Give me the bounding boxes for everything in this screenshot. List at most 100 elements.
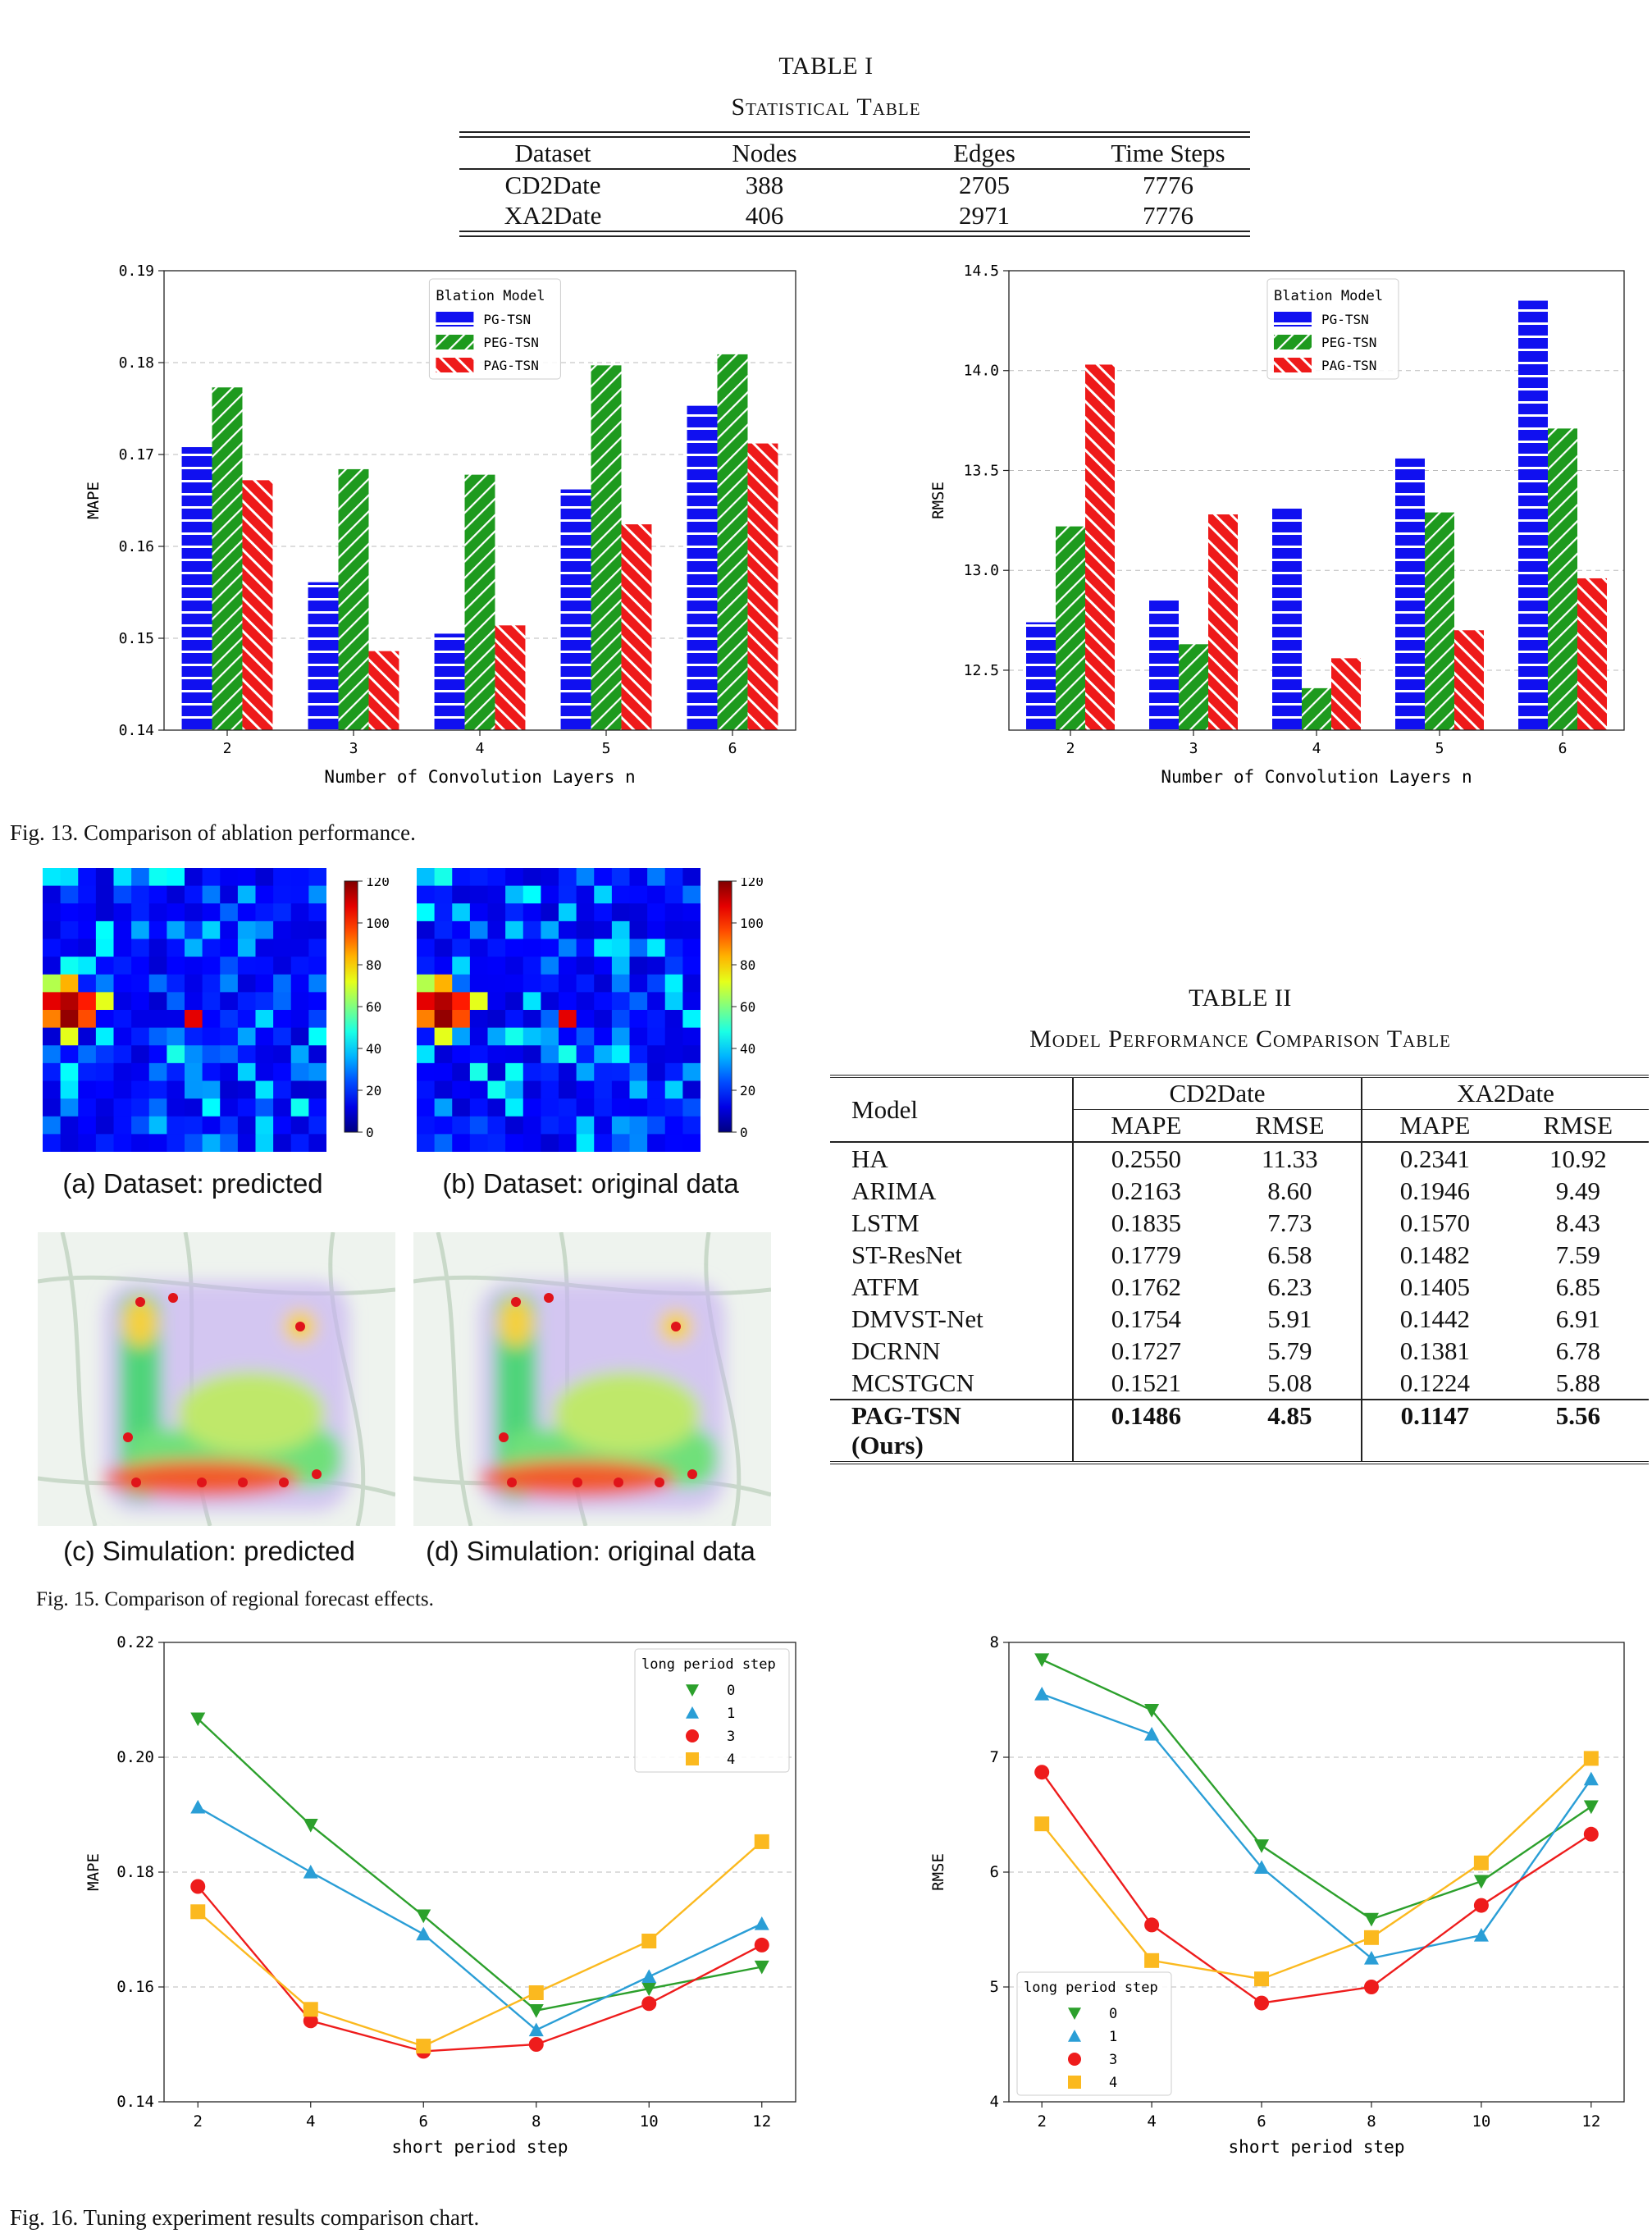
table2-sub-header: MAPE (1361, 1109, 1508, 1143)
legend-label: 0 (727, 1683, 735, 1699)
heatmap-cell (308, 992, 326, 1011)
heatmap-cell (594, 1027, 613, 1046)
marker-circle (1473, 1898, 1489, 1913)
heatmap-cell (559, 974, 577, 993)
heatmap-cell (541, 1080, 559, 1099)
heatmap-cell (290, 1062, 309, 1081)
heatmap-cell (682, 1010, 701, 1029)
heatmap-cell (202, 992, 221, 1011)
heatmap-cell (434, 1134, 453, 1152)
hotspot-dot (511, 1297, 521, 1307)
subcaption-c: (c) Simulation: predicted (63, 1536, 355, 1566)
heatmap-cell (469, 1116, 488, 1135)
heatmap-cell (148, 920, 167, 939)
series-line-1 (197, 1806, 763, 2031)
heatmap-cell (95, 1098, 114, 1117)
heatmap-cell (43, 903, 62, 922)
subcaption-b: (b) Dataset: original data (442, 1168, 739, 1199)
rmse-bar-chart: 12.5 13.0 13.5 14.0 14.5 2 3 4 5 6 Number of Convo… (929, 263, 1625, 786)
legend-box (1016, 1971, 1172, 2096)
table-cell: 6.78 (1555, 1336, 1600, 1365)
table2-sub-header: RMSE (1507, 1109, 1649, 1143)
table-cell: 6.23 (1218, 1271, 1362, 1303)
x-tick-label: 6 (1558, 740, 1568, 757)
heatmap-cell (434, 1116, 453, 1135)
heatmap-cell (487, 992, 506, 1011)
x-tick-label: 12 (752, 2112, 771, 2131)
colorbar-tick-label: 20 (366, 1083, 381, 1098)
heatmap-cell (308, 920, 326, 939)
x-tick-label: 4 (1312, 740, 1321, 757)
heatmap-cell (523, 1134, 541, 1152)
table-cell: 11.33 (1218, 1142, 1362, 1175)
heatmap-cell (594, 957, 613, 975)
heatmap-cell (434, 1062, 453, 1081)
heatmap-cell (505, 1027, 524, 1046)
table-cell: 0.1762 (1111, 1272, 1181, 1301)
heatmap-cell (308, 885, 326, 904)
colorbar-tick-label: 40 (366, 1041, 381, 1057)
heatmap-cell (505, 974, 524, 993)
table-cell: 5.56 (1507, 1399, 1649, 1463)
y-tick-label: 12.5 (964, 662, 999, 679)
heatmap-cell (185, 885, 203, 904)
heatmap-cell (505, 1080, 524, 1099)
colorbar-tick-label: 120 (366, 878, 390, 889)
table-row: ARIMA 0.2163 8.60 0.1946 9.49 (830, 1175, 1649, 1207)
heatmap-cell (290, 868, 309, 887)
colorbar-tick-label: 60 (740, 999, 755, 1015)
heatmap-cell (452, 1134, 471, 1152)
heatmap-cell (434, 868, 453, 887)
heatmap-cell (469, 1062, 488, 1081)
heatmap-cell (594, 868, 613, 887)
heatmap-cell (682, 1134, 701, 1152)
heatmap-cell (237, 868, 256, 887)
heatmap-cell (131, 1027, 150, 1046)
heatmap-cell (148, 1098, 167, 1117)
series-line-0 (197, 1718, 762, 2012)
heatmap-cell (594, 1045, 613, 1064)
heatmap-cell (202, 903, 221, 922)
heatmap-cell (559, 1080, 577, 1099)
y-tick-label: 8 (990, 1633, 999, 1651)
table2-model-header: Model (830, 1076, 1074, 1143)
heatmap-cell (148, 1134, 167, 1152)
heatmap-cell (43, 974, 62, 993)
heatmap-cell (576, 920, 595, 939)
heatmap-cell (131, 974, 150, 993)
heatmap-cell (255, 1098, 274, 1117)
heatmap-cell (487, 1116, 506, 1135)
heatmap-cell (255, 974, 274, 993)
marker-square (190, 1904, 206, 1920)
heatmap-cell (417, 1062, 436, 1081)
heatmap-cell (131, 868, 150, 887)
x-tick-label: 2 (194, 2112, 203, 2131)
heatmap-cell (629, 1010, 648, 1029)
heatmap-cell (167, 974, 185, 993)
heatmap-cell (487, 1098, 506, 1117)
legend-label: 4 (1109, 2075, 1117, 2091)
heatmap-cell (682, 868, 701, 887)
y-tick-label: 4 (990, 2093, 999, 2111)
heatmap-cell (647, 1010, 666, 1029)
heatmap-cell (682, 920, 701, 939)
bar-pg-tsn (1272, 506, 1302, 730)
table-cell: 7.59 (1555, 1240, 1600, 1269)
heatmap-cell (647, 974, 666, 993)
y-tick-label: 6 (990, 1863, 999, 1881)
heatmap-cell (148, 1010, 167, 1029)
heatmap-cell (95, 885, 114, 904)
heatmap-cell (95, 1116, 114, 1135)
heatmap-cell (611, 1027, 630, 1046)
table2-model-name: DMVST-Net (830, 1303, 1074, 1335)
heatmap-cell (308, 974, 326, 993)
heatmap-cell (559, 920, 577, 939)
heatmap-cell (43, 1027, 62, 1046)
table2-model-name: ST-ResNet (830, 1239, 1074, 1271)
y-tick-label: 0.22 (116, 1633, 154, 1651)
heatmap-cell (308, 1098, 326, 1117)
y-axis-label: MAPE (84, 482, 103, 519)
heatmap-cell (255, 939, 274, 957)
heatmap-cell (78, 920, 97, 939)
heatmap-cell (43, 957, 62, 975)
